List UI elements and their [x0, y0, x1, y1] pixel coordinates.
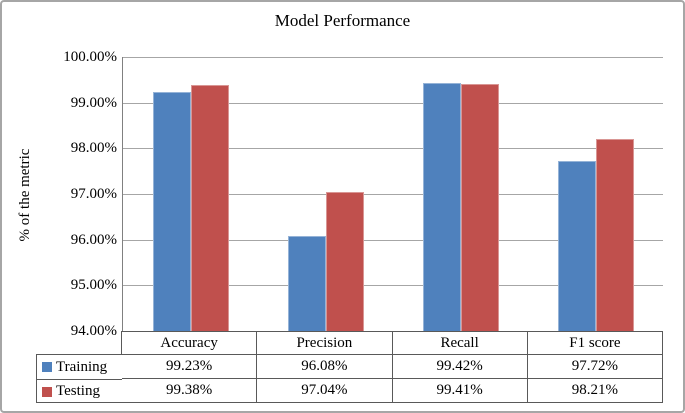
y-tick-label: 95.00%: [70, 277, 117, 293]
table-value-training-f1-score: 97.72%: [527, 355, 663, 379]
y-axis-line: [122, 57, 123, 331]
y-tick-label: 99.00%: [70, 95, 117, 111]
bar-training-accuracy: [153, 92, 191, 331]
table-value-testing-f1-score: 98.21%: [527, 379, 663, 403]
y-tick-label: 94.00%: [70, 323, 117, 339]
gridline: [123, 240, 663, 241]
legend-key-training-icon: [42, 362, 52, 372]
table-value-training-accuracy: 99.23%: [122, 355, 258, 379]
bar-testing-recall: [461, 84, 499, 331]
table-header-precision: Precision: [257, 332, 393, 355]
bar-training-recall: [423, 83, 461, 331]
table-value-testing-accuracy: 99.38%: [122, 379, 258, 403]
y-tick-label: 97.00%: [70, 186, 117, 202]
bar-testing-accuracy: [191, 85, 229, 331]
gridline: [123, 285, 663, 286]
bar-training-precision: [288, 236, 326, 331]
table-header-recall: Recall: [392, 332, 528, 355]
y-tick-label: 100.00%: [63, 49, 117, 65]
data-table: Accuracy Precision Recall F1 score 99.23% 96.…: [121, 331, 663, 403]
legend-key-testing-icon: [42, 386, 52, 397]
gridline: [123, 57, 663, 58]
legend-label-testing: Testing: [56, 383, 100, 399]
y-tick-label: 96.00%: [70, 232, 117, 248]
bar-testing-precision: [326, 192, 364, 331]
table-value-testing-recall: 99.41%: [392, 379, 528, 403]
gridline: [123, 103, 663, 104]
table-value-testing-precision: 97.04%: [257, 379, 393, 403]
table-value-training-recall: 99.42%: [392, 355, 528, 379]
gridline: [123, 194, 663, 195]
table-header-accuracy: Accuracy: [122, 332, 258, 355]
table-value-training-precision: 96.08%: [257, 355, 393, 379]
y-axis-title: % of the metric: [17, 148, 33, 242]
y-tick-label: 98.00%: [70, 140, 117, 156]
legend: Training Testing: [36, 354, 122, 403]
bar-training-f1-score: [558, 161, 596, 331]
legend-item-training: Training: [37, 355, 122, 379]
bar-testing-f1-score: [596, 139, 634, 331]
legend-item-testing: Testing: [37, 379, 122, 403]
legend-label-training: Training: [56, 358, 108, 375]
gridline: [123, 148, 663, 149]
chart-title: Model Performance: [274, 11, 411, 30]
table-header-f1-score: F1 score: [527, 332, 663, 355]
